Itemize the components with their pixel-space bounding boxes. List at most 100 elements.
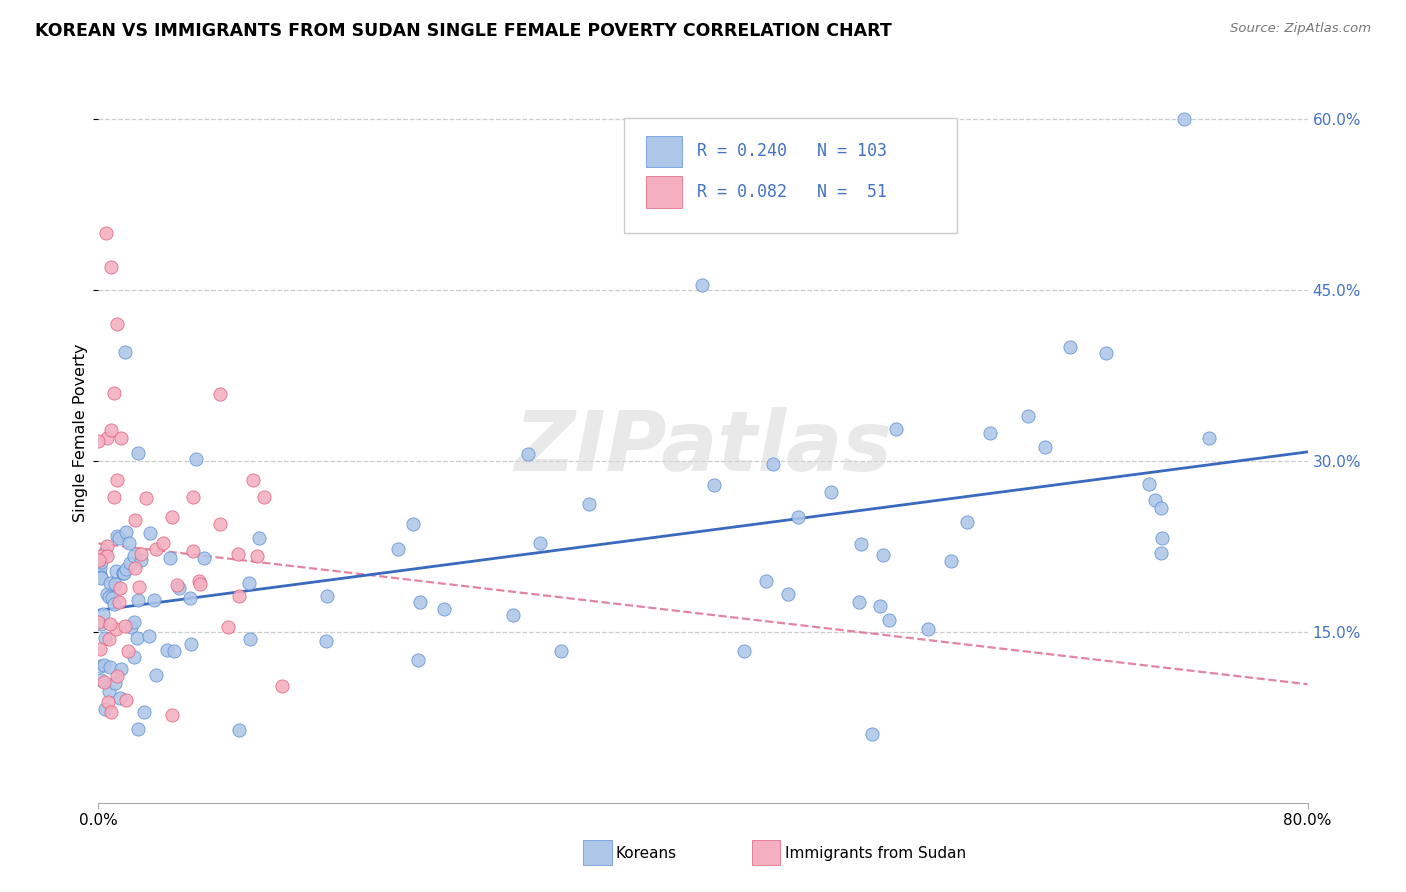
Point (94, 631, 117, 645)
Point (550, 643, 572, 657)
Point (103, 385, 125, 400)
Point (107, 531, 129, 545)
Point (90, 555, 112, 569)
Point (869, 599, 891, 614)
Point (120, 620, 142, 634)
Point (156, 643, 179, 657)
Point (122, 650, 145, 665)
Point (160, 707, 183, 722)
Point (104, 577, 127, 591)
Point (242, 473, 264, 487)
Point (138, 525, 160, 540)
Point (135, 491, 157, 505)
Point (93, 657, 115, 672)
Point (127, 593, 149, 607)
Point (872, 548, 894, 562)
Point (820, 484, 842, 499)
Point (105, 622, 128, 636)
Point (100, 260, 122, 275)
Point (122, 549, 145, 563)
Point (89, 641, 111, 656)
Point (228, 723, 250, 738)
Point (409, 595, 432, 609)
Point (94, 701, 117, 715)
Point (402, 516, 425, 531)
Point (89, 560, 111, 574)
Point (110, 581, 132, 595)
Point (1095, 346, 1118, 360)
Point (97, 590, 120, 604)
Point (108, 691, 131, 706)
Point (1150, 501, 1173, 516)
Point (1017, 409, 1039, 423)
Point (1033, 440, 1056, 454)
Point (238, 576, 260, 591)
Point (124, 561, 146, 575)
Point (193, 550, 215, 565)
Point (100, 705, 122, 719)
Point (114, 619, 136, 633)
Point (114, 345, 136, 359)
Text: Source: ZipAtlas.com: Source: ZipAtlas.com (1230, 22, 1371, 36)
Point (89, 658, 111, 673)
Point (87, 566, 110, 580)
Point (103, 597, 125, 611)
Point (163, 643, 186, 657)
Point (246, 549, 269, 563)
Point (129, 553, 152, 567)
Point (138, 629, 160, 643)
Point (93, 674, 115, 689)
Point (101, 591, 124, 605)
Point (103, 676, 125, 690)
Point (90, 570, 112, 584)
Point (87, 434, 110, 448)
Point (94, 545, 117, 559)
Point (956, 515, 979, 529)
Point (132, 705, 155, 719)
Point (1152, 532, 1174, 546)
Point (159, 550, 181, 565)
Point (762, 458, 785, 472)
Point (1059, 340, 1081, 354)
Point (188, 577, 211, 591)
FancyBboxPatch shape (647, 136, 682, 167)
Point (128, 580, 150, 594)
Point (105, 669, 128, 683)
FancyBboxPatch shape (647, 177, 682, 208)
Text: Koreans: Koreans (616, 847, 676, 861)
Point (1143, 493, 1166, 508)
Point (1198, 431, 1220, 445)
Point (96, 539, 118, 553)
Point (152, 535, 174, 549)
Point (316, 589, 339, 603)
Point (87, 553, 110, 567)
Point (1150, 546, 1173, 560)
Point (91, 607, 114, 621)
Point (97, 683, 120, 698)
Point (939, 554, 962, 568)
Point (851, 537, 873, 551)
Point (529, 535, 551, 549)
Point (97, 695, 120, 709)
Point (578, 497, 600, 511)
Point (145, 668, 167, 682)
Point (94, 227, 117, 241)
Y-axis label: Single Female Poverty: Single Female Poverty (73, 343, 87, 522)
Point (755, 574, 778, 588)
Text: ZIPatlas: ZIPatlas (515, 407, 891, 488)
Point (111, 566, 134, 580)
Point (167, 581, 190, 595)
Point (143, 593, 166, 607)
Point (124, 513, 146, 527)
Text: Immigrants from Sudan: Immigrants from Sudan (785, 847, 966, 861)
Point (1173, 112, 1195, 127)
Point (105, 473, 128, 487)
Point (187, 574, 209, 588)
Point (98, 575, 121, 590)
Point (105, 529, 128, 543)
Point (104, 564, 127, 578)
Point (117, 644, 139, 658)
Point (96, 549, 118, 563)
Point (184, 451, 207, 466)
Point (860, 727, 883, 741)
